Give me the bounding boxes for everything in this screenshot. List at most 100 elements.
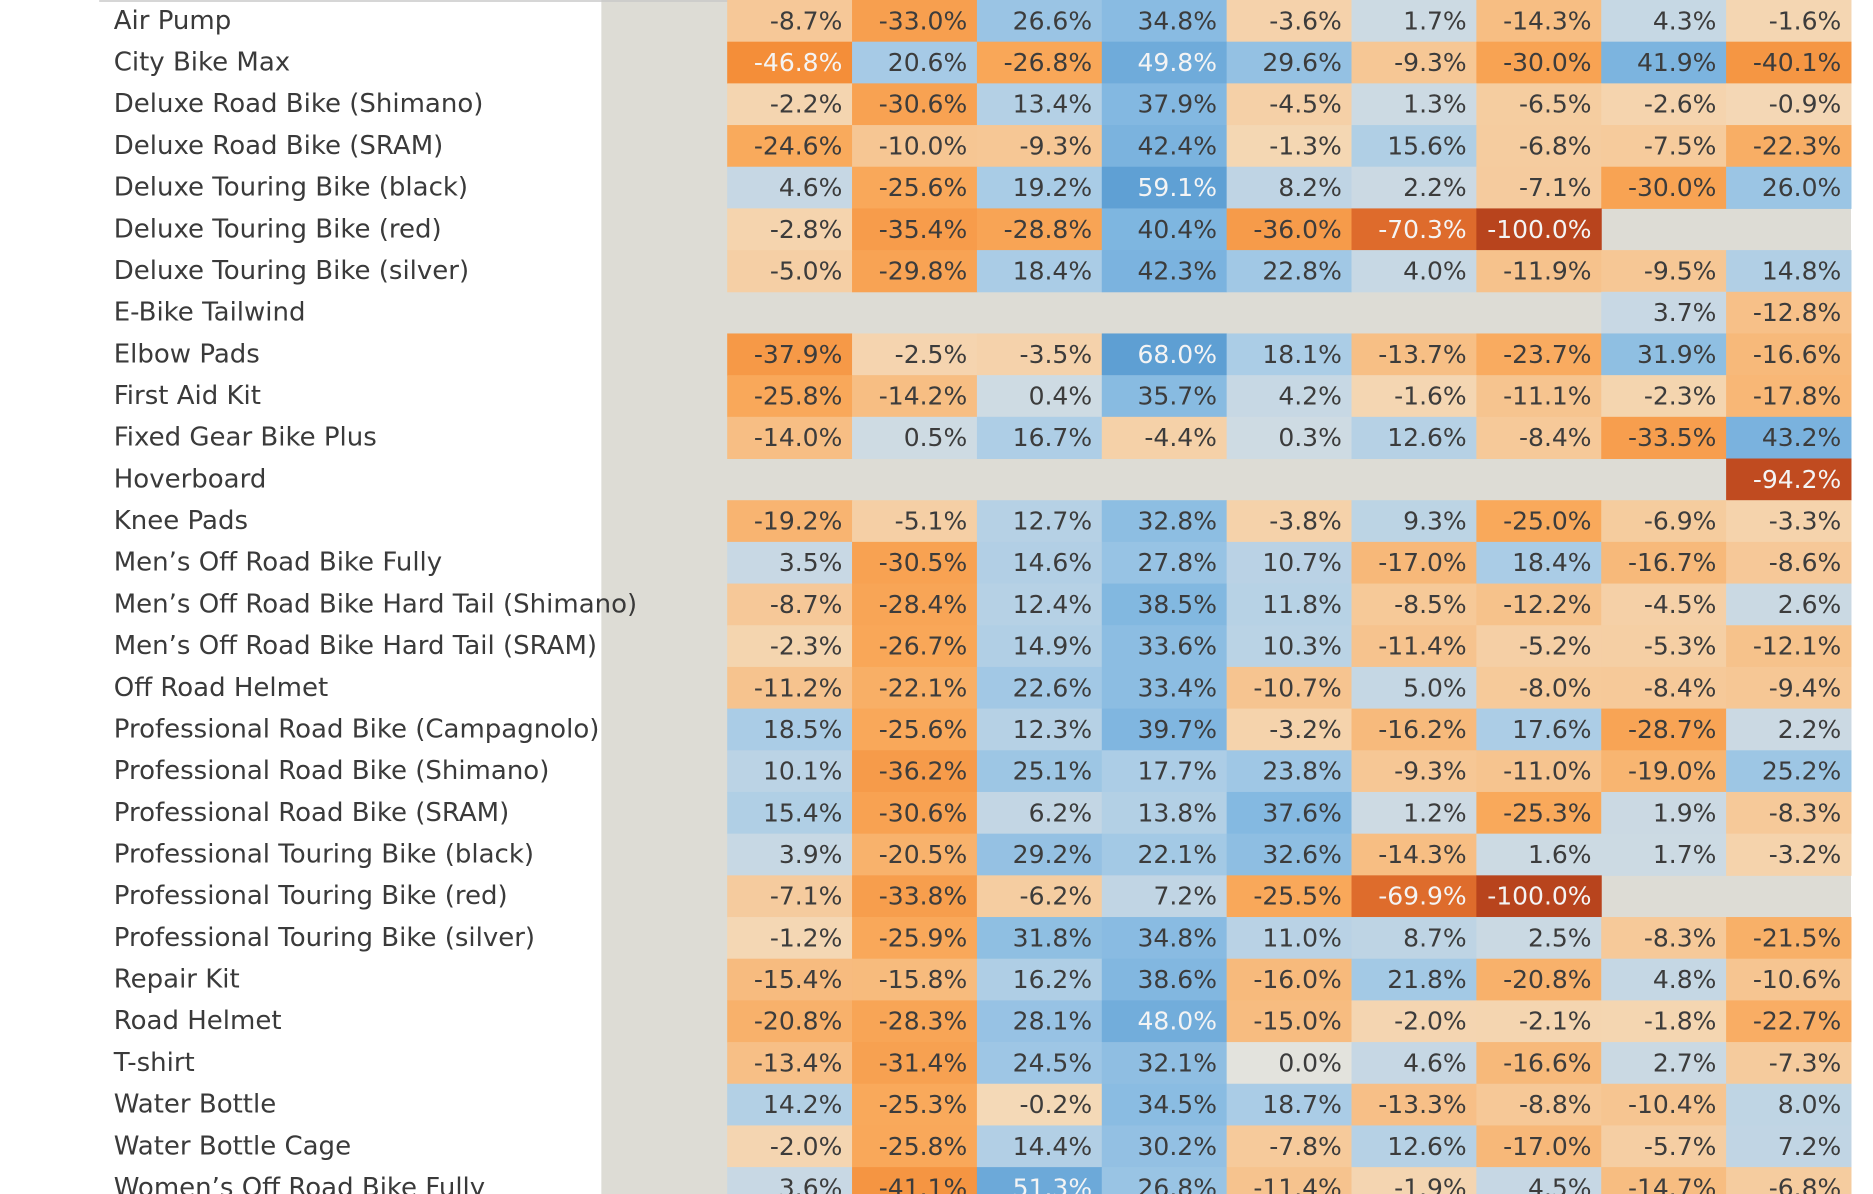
cell-value-label: -25.6%	[879, 715, 967, 744]
heatmap-cell	[727, 833, 853, 876]
cell-value-label: -22.3%	[1753, 131, 1841, 160]
heatmap-cell	[976, 333, 1103, 376]
heatmap-cell	[1726, 958, 1852, 1001]
cell-value-label: -1.2%	[770, 923, 843, 952]
heatmap-cell	[1226, 416, 1353, 460]
heatmap-cell	[1726, 917, 1852, 960]
heatmap-cell	[1726, 833, 1852, 876]
heatmap-cell	[1101, 708, 1228, 751]
heatmap-cell	[1101, 1042, 1228, 1085]
cell-value-label: -25.3%	[879, 1090, 967, 1119]
heatmap-cell	[1601, 333, 1727, 376]
heatmap-cell	[1226, 1167, 1353, 1194]
heatmap-cell	[1476, 208, 1602, 251]
cell-value-label: 14.4%	[1013, 1132, 1092, 1161]
cell-value-label: -21.5%	[1753, 923, 1841, 952]
cell-value-label: -14.3%	[1503, 6, 1591, 35]
cell-value-label: -8.7%	[770, 590, 843, 619]
cell-value-label: -26.8%	[1004, 48, 1092, 77]
heatmap-cell	[1101, 41, 1228, 84]
cell-value-label: 22.1%	[1138, 840, 1217, 869]
row-label: First Aid Kit	[114, 381, 261, 411]
cell-value-label: -8.5%	[1394, 590, 1467, 619]
cell-value-label: 18.5%	[763, 715, 842, 744]
cell-value-label: -2.0%	[770, 1132, 843, 1161]
heatmap-cell	[976, 666, 1103, 710]
cell-value-label: -26.7%	[879, 632, 967, 661]
cell-value-label: -28.7%	[1628, 715, 1716, 744]
cell-value-label: -2.6%	[1644, 90, 1717, 119]
cell-value-label: 33.6%	[1138, 632, 1217, 661]
cell-value-label: -2.3%	[1644, 381, 1717, 410]
cell-value-label: 14.6%	[1013, 548, 1092, 577]
heatmap-cell	[1351, 1125, 1477, 1168]
row-label: Repair Kit	[114, 965, 240, 995]
heatmap-cell	[1101, 250, 1228, 293]
cell-value-label: -4.5%	[1644, 590, 1717, 619]
cell-value-label: -2.5%	[895, 340, 968, 369]
heatmap-cell	[852, 1167, 978, 1194]
cell-value-label: -10.4%	[1628, 1090, 1716, 1119]
heatmap-cell	[1601, 0, 1727, 43]
cell-value-label: 14.2%	[763, 1090, 842, 1119]
cell-value-label: -20.8%	[1503, 965, 1591, 994]
cell-value-label: 22.8%	[1262, 256, 1341, 285]
heatmap-cell	[976, 583, 1103, 626]
heatmap-cell	[1101, 583, 1228, 626]
heatmap-cell	[1101, 875, 1228, 918]
cell-value-label: -30.6%	[879, 90, 967, 119]
heatmap-cell	[1226, 666, 1353, 710]
cell-value-label: -2.8%	[770, 215, 843, 244]
cell-value-label: -30.6%	[879, 798, 967, 827]
heatmap-cell	[1226, 583, 1353, 626]
cell-value-label: -9.3%	[1020, 131, 1093, 160]
heatmap-cell	[1476, 833, 1602, 876]
cell-value-label: 8.2%	[1278, 173, 1342, 202]
row-label: City Bike Max	[114, 48, 290, 78]
cell-value-label: 21.8%	[1387, 965, 1466, 994]
heatmap-cell	[852, 833, 978, 876]
heatmap-cell	[1601, 1125, 1727, 1168]
cell-value-label: 2.2%	[1778, 715, 1842, 744]
cell-value-label: 3.5%	[779, 548, 843, 577]
heatmap-cell	[1601, 416, 1727, 460]
cell-value-label: -14.7%	[1628, 1173, 1716, 1194]
cell-value-label: -7.3%	[1769, 1048, 1842, 1077]
cell-value-label: -100.0%	[1487, 215, 1591, 244]
heatmap-cell	[1101, 416, 1228, 460]
heatmap-cell	[727, 875, 853, 918]
heatmap-cell	[1601, 375, 1727, 418]
row-label: E-Bike Tailwind	[114, 298, 306, 328]
cell-value-label: 1.7%	[1403, 6, 1467, 35]
cell-value-label: 26.8%	[1138, 1173, 1217, 1194]
cell-value-label: -46.8%	[754, 48, 842, 77]
heatmap-cell	[1476, 333, 1602, 376]
cell-value-label: 6.2%	[1029, 798, 1093, 827]
heatmap-cell	[976, 208, 1103, 251]
row-label: Deluxe Touring Bike (black)	[114, 173, 468, 203]
heatmap-cell	[1476, 875, 1602, 918]
cell-value-label: 14.9%	[1013, 632, 1092, 661]
heatmap-cell	[1601, 583, 1727, 626]
cell-value-label: 32.8%	[1138, 507, 1217, 536]
cell-value-label: -2.3%	[770, 632, 843, 661]
cell-value-label: 15.4%	[763, 798, 842, 827]
cell-value-label: -14.2%	[879, 381, 967, 410]
heatmap-cell	[1476, 917, 1602, 960]
cell-value-label: 4.2%	[1278, 381, 1342, 410]
cell-value-label: 0.4%	[1029, 381, 1093, 410]
cell-value-label: 10.1%	[763, 757, 842, 786]
heatmap-cell	[976, 625, 1103, 668]
heatmap-cell	[1351, 125, 1477, 168]
cell-value-label: 38.5%	[1138, 590, 1217, 619]
heatmap-cell	[1101, 625, 1228, 668]
heatmap-cell	[727, 416, 853, 460]
row-label: Water Bottle Cage	[114, 1131, 351, 1161]
heatmap-cell	[1351, 708, 1477, 751]
cell-value-label: -28.8%	[1004, 215, 1092, 244]
cell-value-label: 27.8%	[1138, 548, 1217, 577]
heatmap-cell	[1601, 1167, 1727, 1194]
heatmap-cell	[727, 1000, 853, 1043]
heatmap-cell	[1726, 41, 1852, 84]
heatmap-cell	[1726, 125, 1852, 168]
